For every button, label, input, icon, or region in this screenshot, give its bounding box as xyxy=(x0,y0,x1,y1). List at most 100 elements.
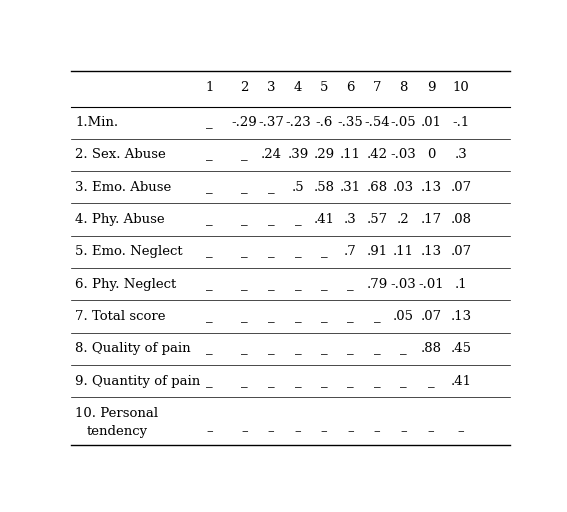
Text: -.35: -.35 xyxy=(337,116,363,129)
Text: _: _ xyxy=(268,181,274,194)
Text: 3. Emo. Abuse: 3. Emo. Abuse xyxy=(75,181,172,194)
Text: .7: .7 xyxy=(344,245,357,259)
Text: .17: .17 xyxy=(421,213,442,226)
Text: .45: .45 xyxy=(451,343,472,355)
Text: tendency: tendency xyxy=(86,425,147,438)
Text: _: _ xyxy=(321,278,327,291)
Text: 0: 0 xyxy=(427,148,435,161)
Text: 4: 4 xyxy=(294,80,302,94)
Text: _: _ xyxy=(268,245,274,259)
Text: .3: .3 xyxy=(344,213,357,226)
Text: _: _ xyxy=(295,310,302,323)
Text: –: – xyxy=(268,425,274,438)
Text: _: _ xyxy=(206,343,213,355)
Text: 5: 5 xyxy=(320,80,328,94)
Text: –: – xyxy=(295,425,302,438)
Text: _: _ xyxy=(206,278,213,291)
Text: 7. Total score: 7. Total score xyxy=(75,310,166,323)
Text: _: _ xyxy=(268,213,274,226)
Text: _: _ xyxy=(400,343,407,355)
Text: .05: .05 xyxy=(393,310,414,323)
Text: .13: .13 xyxy=(451,310,472,323)
Text: .57: .57 xyxy=(367,213,388,226)
Text: _: _ xyxy=(241,245,248,259)
Text: .08: .08 xyxy=(451,213,472,226)
Text: .41: .41 xyxy=(451,375,472,388)
Text: .11: .11 xyxy=(340,148,361,161)
Text: _: _ xyxy=(241,310,248,323)
Text: .91: .91 xyxy=(367,245,388,259)
Text: .79: .79 xyxy=(366,278,388,291)
Text: .39: .39 xyxy=(287,148,308,161)
Text: _: _ xyxy=(295,375,302,388)
Text: _: _ xyxy=(295,245,302,259)
Text: .58: .58 xyxy=(314,181,335,194)
Text: –: – xyxy=(458,425,464,438)
Text: 10: 10 xyxy=(452,80,469,94)
Text: –: – xyxy=(400,425,407,438)
Text: _: _ xyxy=(241,278,248,291)
Text: 5. Emo. Neglect: 5. Emo. Neglect xyxy=(75,245,183,259)
Text: 9. Quantity of pain: 9. Quantity of pain xyxy=(75,375,201,388)
Text: .11: .11 xyxy=(393,245,414,259)
Text: _: _ xyxy=(206,375,213,388)
Text: –: – xyxy=(347,425,354,438)
Text: .3: .3 xyxy=(455,148,467,161)
Text: -.03: -.03 xyxy=(391,278,416,291)
Text: .2: .2 xyxy=(397,213,410,226)
Text: _: _ xyxy=(347,375,354,388)
Text: _: _ xyxy=(321,343,327,355)
Text: -.37: -.37 xyxy=(258,116,284,129)
Text: _: _ xyxy=(241,375,248,388)
Text: _: _ xyxy=(206,181,213,194)
Text: –: – xyxy=(428,425,434,438)
Text: –: – xyxy=(321,425,327,438)
Text: _: _ xyxy=(206,148,213,161)
Text: 10. Personal: 10. Personal xyxy=(75,407,158,420)
Text: _: _ xyxy=(268,343,274,355)
Text: .1: .1 xyxy=(455,278,467,291)
Text: -.23: -.23 xyxy=(285,116,311,129)
Text: .13: .13 xyxy=(421,181,442,194)
Text: _: _ xyxy=(241,213,248,226)
Text: .13: .13 xyxy=(421,245,442,259)
Text: .88: .88 xyxy=(421,343,442,355)
Text: .07: .07 xyxy=(421,310,442,323)
Text: _: _ xyxy=(428,375,434,388)
Text: –: – xyxy=(241,425,248,438)
Text: .29: .29 xyxy=(314,148,335,161)
Text: .68: .68 xyxy=(367,181,388,194)
Text: _: _ xyxy=(321,245,327,259)
Text: -.05: -.05 xyxy=(391,116,416,129)
Text: _: _ xyxy=(295,278,302,291)
Text: 8: 8 xyxy=(399,80,408,94)
Text: –: – xyxy=(206,425,213,438)
Text: -.1: -.1 xyxy=(452,116,469,129)
Text: _: _ xyxy=(295,213,302,226)
Text: _: _ xyxy=(268,278,274,291)
Text: -.6: -.6 xyxy=(315,116,333,129)
Text: .07: .07 xyxy=(451,181,472,194)
Text: 6. Phy. Neglect: 6. Phy. Neglect xyxy=(75,278,176,291)
Text: .31: .31 xyxy=(340,181,361,194)
Text: .01: .01 xyxy=(421,116,442,129)
Text: _: _ xyxy=(268,310,274,323)
Text: .5: .5 xyxy=(292,181,304,194)
Text: _: _ xyxy=(206,310,213,323)
Text: _: _ xyxy=(206,116,213,129)
Text: _: _ xyxy=(374,375,380,388)
Text: 1: 1 xyxy=(205,80,214,94)
Text: _: _ xyxy=(321,310,327,323)
Text: _: _ xyxy=(241,343,248,355)
Text: 9: 9 xyxy=(427,80,435,94)
Text: _: _ xyxy=(321,375,327,388)
Text: _: _ xyxy=(347,278,354,291)
Text: _: _ xyxy=(295,343,302,355)
Text: _: _ xyxy=(241,181,248,194)
Text: _: _ xyxy=(400,375,407,388)
Text: -.01: -.01 xyxy=(418,278,444,291)
Text: 2: 2 xyxy=(240,80,249,94)
Text: -.29: -.29 xyxy=(231,116,257,129)
Text: –: – xyxy=(374,425,380,438)
Text: _: _ xyxy=(374,343,380,355)
